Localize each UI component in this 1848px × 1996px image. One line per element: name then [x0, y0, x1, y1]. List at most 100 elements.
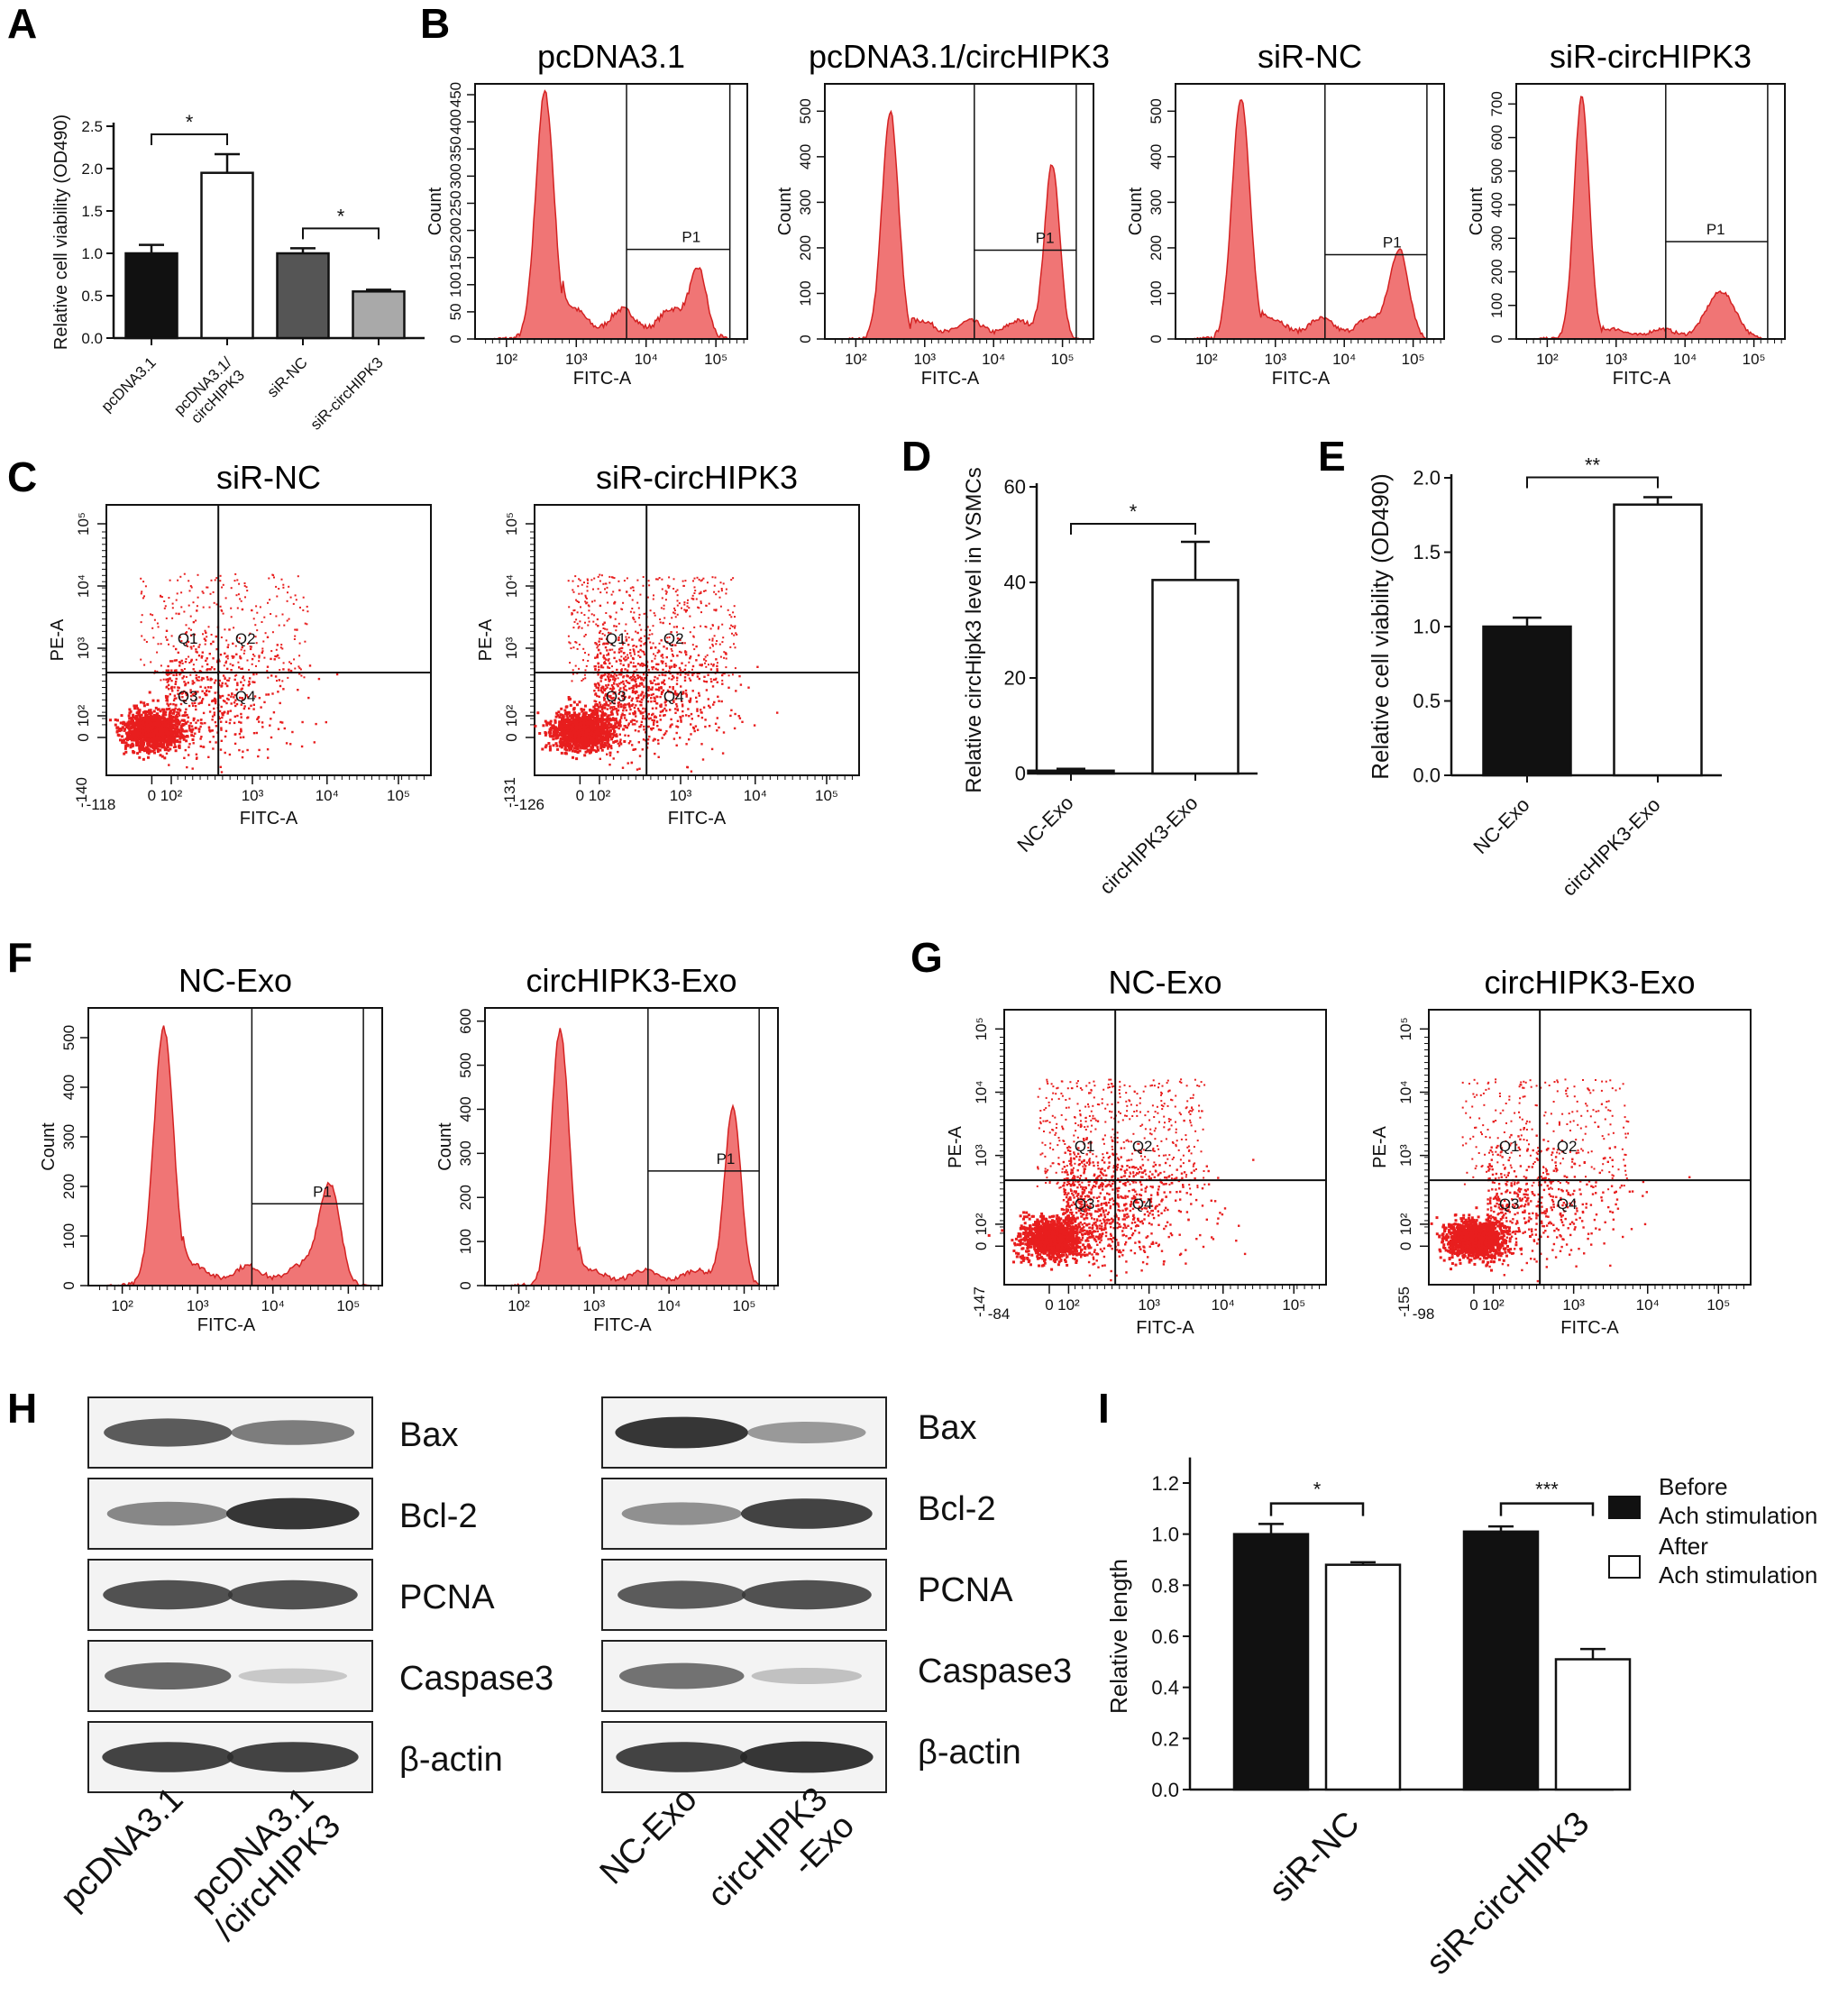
- cell-dot: [636, 579, 639, 581]
- cell-dot: [608, 679, 612, 682]
- cell-dot: [567, 719, 571, 721]
- cell-dot: [587, 714, 590, 717]
- x-axis-label: FITC-A: [1613, 369, 1671, 389]
- cell-dot: [313, 741, 316, 744]
- cell-dot: [563, 709, 567, 712]
- cell-dot: [667, 586, 670, 589]
- cell-dot: [218, 710, 222, 713]
- cell-dot: [275, 615, 278, 618]
- cell-dot: [215, 661, 218, 664]
- cell-dot: [625, 680, 627, 682]
- cell-dot: [175, 727, 178, 730]
- cell-dot: [142, 581, 145, 583]
- cell-dot: [708, 602, 710, 605]
- cell-dot: [170, 687, 173, 690]
- cell-dot: [182, 700, 185, 702]
- histogram-area: [838, 109, 1084, 340]
- cell-dot: [609, 632, 612, 635]
- cell-dot: [594, 700, 598, 703]
- cell-dot: [280, 578, 283, 581]
- cell-dot: [142, 721, 145, 725]
- cell-dot: [219, 748, 223, 751]
- cell-dot: [534, 724, 537, 728]
- cell-dot: [676, 604, 679, 607]
- cell-dot: [723, 673, 726, 675]
- cell-dot: [148, 710, 151, 714]
- cell-dot: [164, 694, 168, 698]
- cell-dot: [622, 714, 626, 717]
- cell-dot: [197, 730, 201, 733]
- cell-dot: [166, 685, 169, 688]
- cell-dot: [206, 693, 208, 697]
- cell-dot: [134, 717, 138, 720]
- cell-dot: [282, 583, 285, 586]
- cell-dot: [609, 702, 612, 705]
- cell-dot: [690, 712, 693, 716]
- cell-dot: [559, 723, 563, 727]
- histogram-area: [1189, 99, 1434, 341]
- cell-dot: [665, 647, 668, 650]
- cell-dot: [178, 741, 181, 744]
- cell-dot: [621, 766, 625, 769]
- cell-dot: [606, 753, 608, 755]
- y-tick-label: 0: [1148, 334, 1165, 343]
- x-axis-label: FITC-A: [240, 809, 298, 829]
- cell-dot: [610, 737, 614, 741]
- cell-dot: [245, 693, 248, 697]
- cell-dot: [146, 735, 150, 738]
- cell-dot: [625, 638, 628, 641]
- cell-dot: [707, 673, 709, 676]
- cell-dot: [233, 678, 236, 682]
- cell-dot: [160, 743, 163, 746]
- cell-dot: [184, 710, 188, 714]
- cell-dot: [552, 737, 555, 741]
- cell-dot: [586, 585, 589, 588]
- cell-dot: [700, 625, 702, 627]
- cell-dot: [642, 663, 645, 665]
- cell-dot: [143, 638, 146, 641]
- cell-dot: [238, 640, 241, 643]
- cell-dot: [190, 645, 193, 648]
- cell-dot: [592, 705, 596, 709]
- cell-dot: [598, 668, 600, 672]
- cell-dot: [190, 586, 193, 589]
- cell-dot: [544, 719, 547, 723]
- cell-dot: [294, 594, 297, 597]
- cell-dot: [224, 597, 227, 600]
- cell-dot: [663, 714, 666, 717]
- cell-dot: [661, 654, 663, 656]
- cell-dot: [151, 726, 155, 729]
- cell-dot: [178, 708, 180, 710]
- cell-dot: [629, 652, 632, 655]
- cell-dot: [562, 742, 565, 746]
- cell-dot: [620, 717, 623, 719]
- cell-dot: [546, 721, 550, 725]
- cell-dot: [675, 731, 678, 735]
- cell-dot: [581, 730, 585, 734]
- cell-dot: [653, 700, 655, 702]
- cell-dot: [634, 712, 636, 715]
- cell-dot: [555, 735, 559, 738]
- cell-dot: [180, 728, 183, 731]
- cell-dot: [225, 701, 228, 705]
- cell-dot: [548, 745, 552, 748]
- cell-dot: [246, 659, 249, 662]
- cell-dot: [617, 742, 619, 745]
- cell-dot: [688, 661, 691, 664]
- cell-dot: [659, 618, 662, 620]
- cell-dot: [661, 578, 663, 581]
- cell-dot: [159, 737, 162, 741]
- cell-dot: [641, 699, 644, 701]
- cell-dot: [195, 677, 197, 680]
- cell-dot: [172, 699, 176, 702]
- cell-dot: [564, 718, 568, 721]
- cell-dot: [267, 693, 270, 696]
- cell-dot: [177, 689, 179, 692]
- cell-dot: [600, 731, 603, 734]
- cell-dot: [190, 734, 194, 737]
- cell-dot: [161, 743, 165, 746]
- cell-dot: [587, 736, 590, 739]
- y-tick-label: 400: [797, 144, 814, 169]
- cell-dot: [134, 715, 138, 718]
- x-axis-label: FITC-A: [921, 369, 980, 389]
